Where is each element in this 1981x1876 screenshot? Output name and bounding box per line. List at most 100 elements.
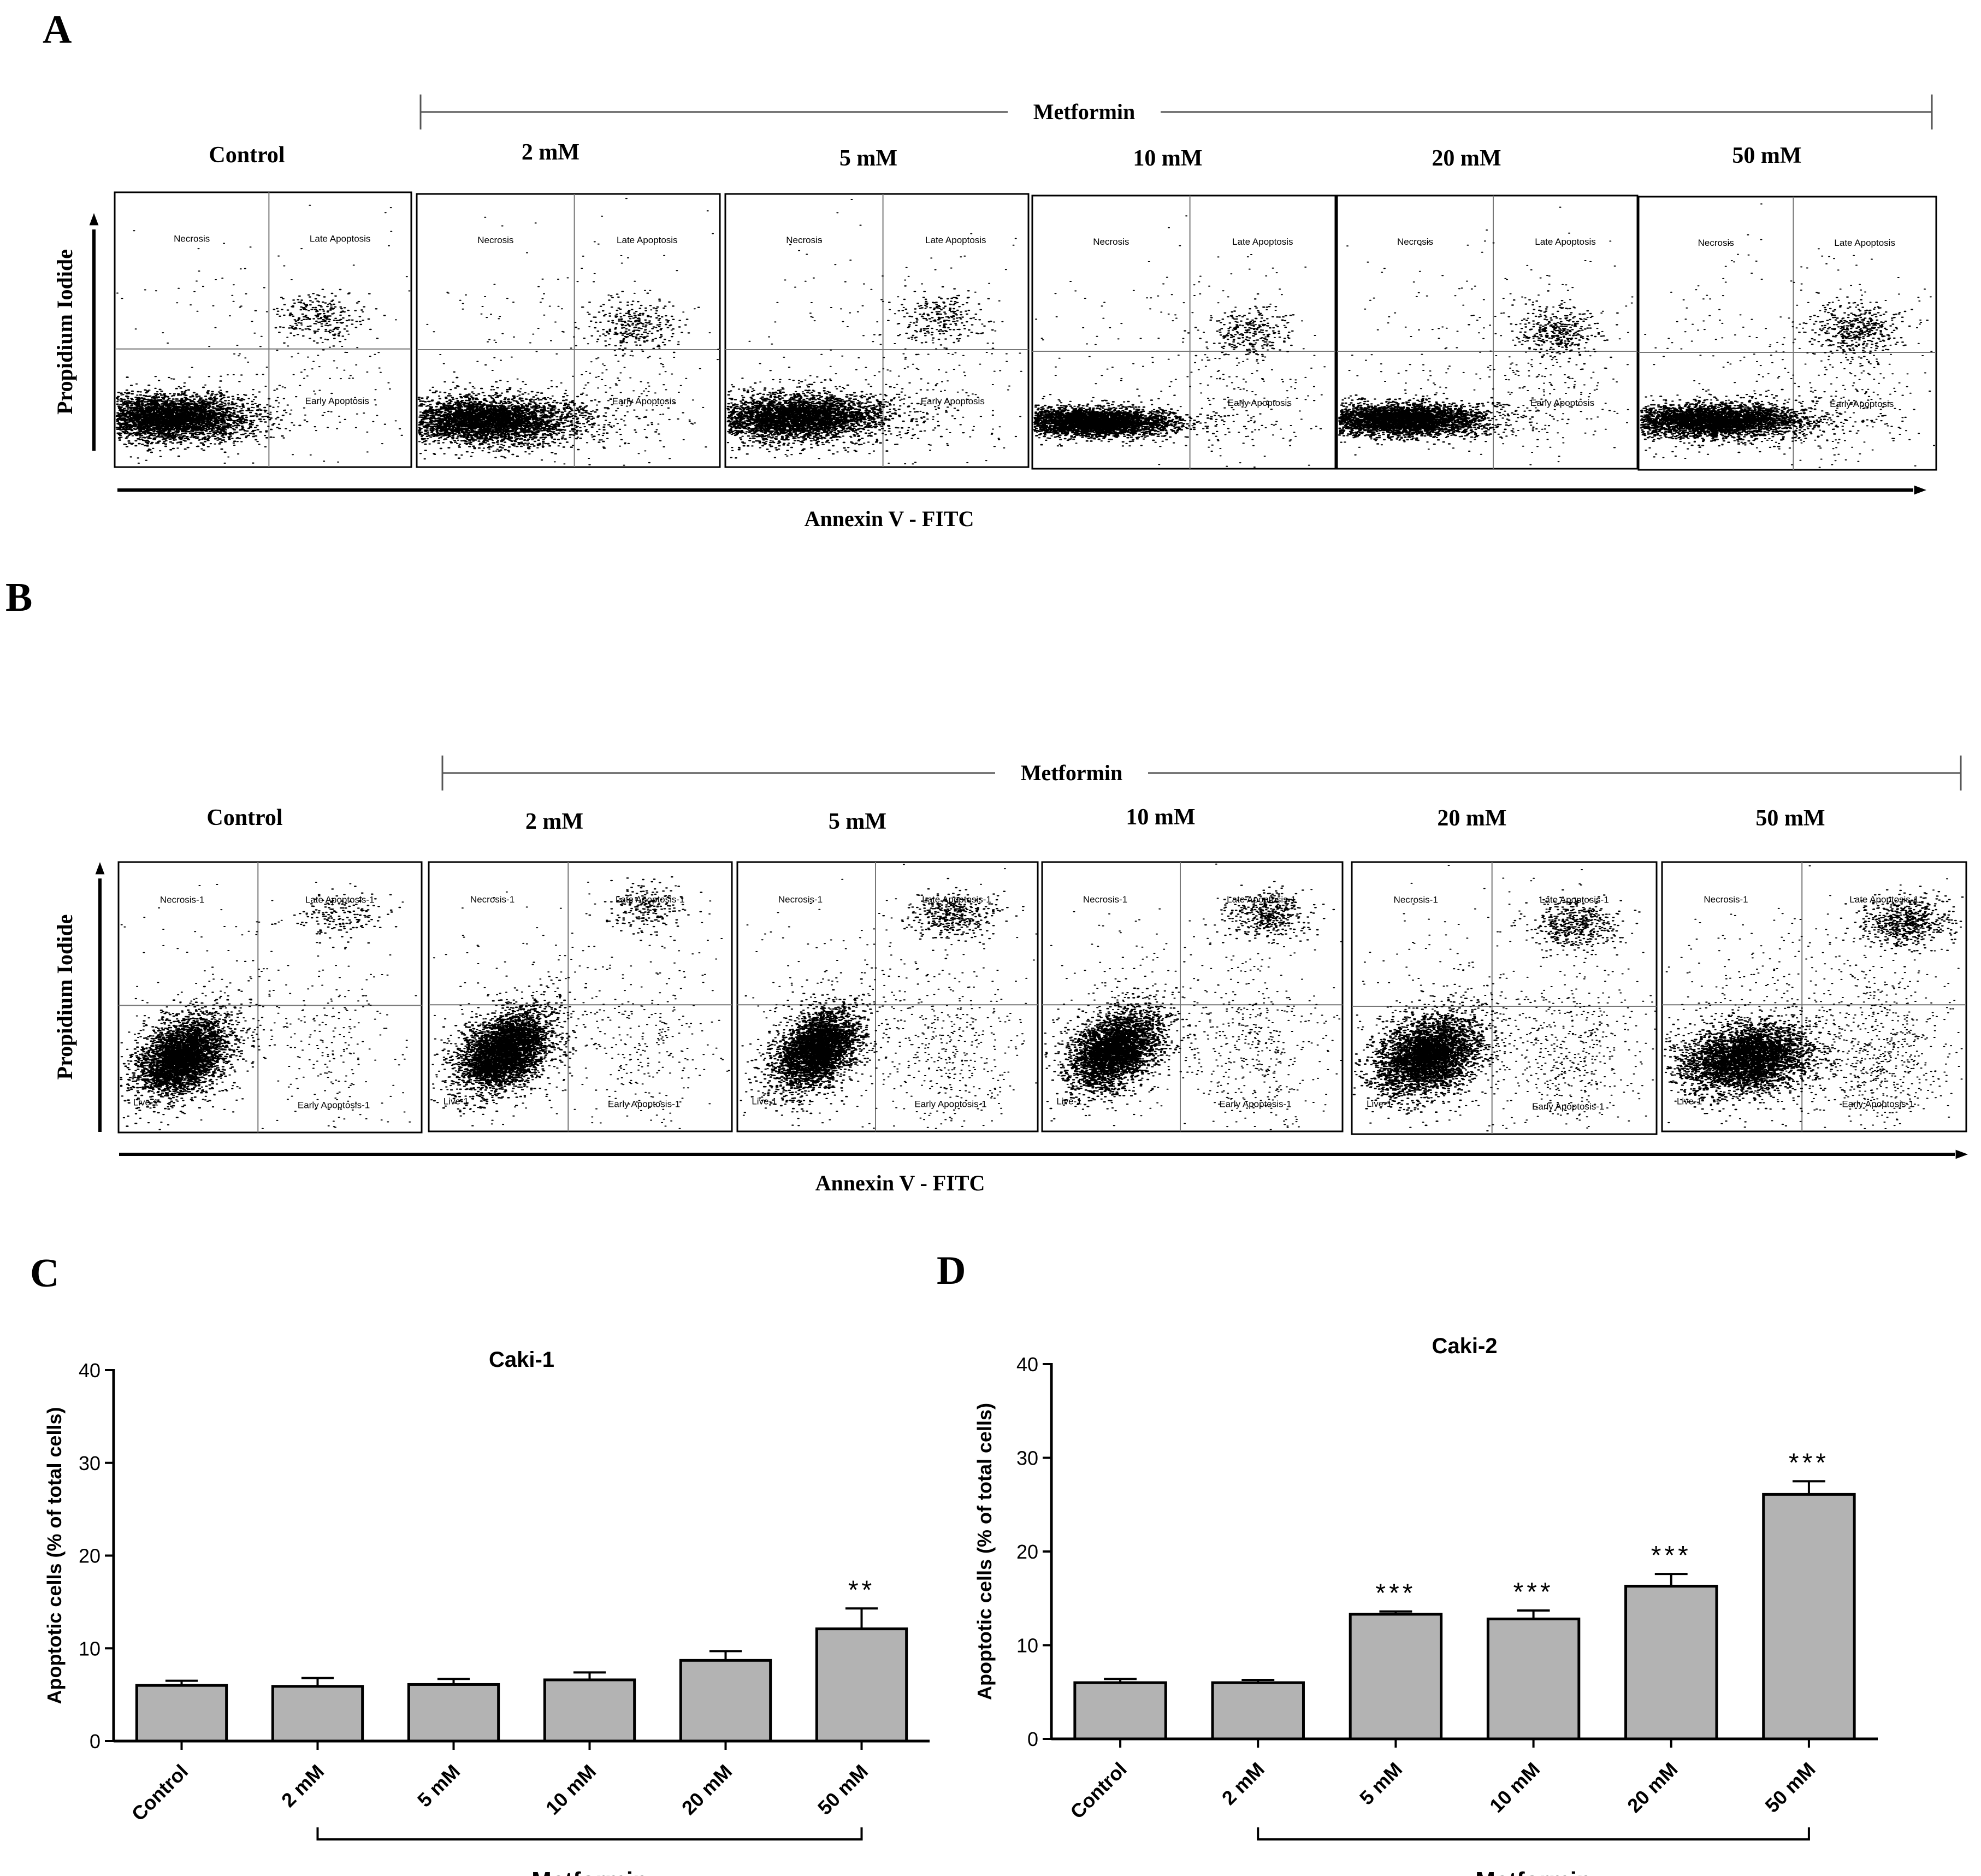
event-dots xyxy=(1050,863,1343,1127)
x-axis-arrowhead xyxy=(1955,1149,1968,1159)
event-dots xyxy=(271,886,401,948)
event-dots xyxy=(120,960,292,1130)
quadrant-label-late-apoptosis: Late Apoptosis-1 xyxy=(1227,894,1296,905)
event-dots xyxy=(1184,293,1295,380)
y-tick-label: 0 xyxy=(1027,1728,1038,1750)
event-dots xyxy=(726,379,960,455)
condition-label: 2 mM xyxy=(525,809,583,834)
event-dots xyxy=(116,204,411,458)
significance-marker: ** xyxy=(848,1576,875,1604)
event-dots xyxy=(1353,961,1601,1132)
event-dots xyxy=(1771,302,1935,467)
quadrant-label-early-apoptosis: Early Apoptosis xyxy=(1530,398,1594,408)
bar-50-mm xyxy=(815,1627,908,1743)
metformin-group-label: Metformin xyxy=(531,1867,648,1876)
event-dots xyxy=(879,285,995,356)
y-tick-label: 0 xyxy=(90,1730,100,1753)
quadrant-label-early-apoptosis: Early Apoptosis xyxy=(1228,398,1292,408)
event-dots xyxy=(418,364,707,465)
x-tick-label: 2 mM xyxy=(277,1760,328,1812)
quadrant-label-early-apoptosis: Early Apoptosis xyxy=(921,396,985,406)
bar-50-mm xyxy=(1762,1492,1856,1741)
quadrant-label-live: Live-1 xyxy=(752,1096,777,1107)
event-dots xyxy=(1357,865,1657,1129)
y-axis-label: Propidium Iodide xyxy=(52,249,77,415)
metformin-bracket xyxy=(316,1827,863,1840)
bar-2-mm xyxy=(1211,1681,1305,1741)
y-tick-label: 20 xyxy=(79,1545,100,1567)
metformin-group-label: Metformin xyxy=(1033,99,1136,124)
y-tick-label: 30 xyxy=(1016,1447,1038,1470)
event-dots xyxy=(1469,944,1654,1129)
quadrant-label-necrosis: Necrosis xyxy=(477,235,513,245)
plot-frame xyxy=(428,861,733,1132)
quadrant-label-necrosis: Necrosis xyxy=(1397,237,1433,247)
event-dots xyxy=(426,198,720,463)
y-axis-arrowhead xyxy=(89,213,99,226)
condition-label: 50 mM xyxy=(1732,143,1801,168)
bar-20-mm xyxy=(679,1659,772,1743)
quadrant-label-early-apoptosis: Early Apoptosis-1 xyxy=(298,1100,370,1110)
chart-title: Caki-1 xyxy=(489,1348,554,1372)
event-dots xyxy=(1840,886,1964,968)
quadrant-label-late-apoptosis: Late Apoptosis-1 xyxy=(1540,895,1609,905)
x-axis-arrowhead xyxy=(1914,485,1926,495)
quadrant-label-necrosis: Necrosis-1 xyxy=(778,894,823,905)
y-tick-label: 10 xyxy=(79,1637,100,1660)
significance-marker: *** xyxy=(1651,1541,1692,1570)
event-dots xyxy=(726,358,1018,463)
quadrant-label-necrosis: Necrosis xyxy=(1093,237,1129,247)
quadrant-label-necrosis: Necrosis-1 xyxy=(160,894,204,905)
quadrant-label-necrosis: Necrosis xyxy=(786,235,822,245)
metformin-group-label: Metformin xyxy=(1021,760,1123,785)
x-axis-label: Annexin V - FITC xyxy=(805,506,974,531)
bar-2-mm xyxy=(271,1685,364,1743)
x-axis-label: Annexin V - FITC xyxy=(815,1171,985,1195)
event-dots xyxy=(748,199,1022,464)
event-dots xyxy=(742,864,1038,1129)
event-dots xyxy=(1346,207,1634,450)
y-axis-label: Apoptotic cells (% of total cells) xyxy=(43,1407,66,1704)
quadrant-label-early-apoptosis: Early Apoptosis xyxy=(1830,399,1894,409)
significance-marker: *** xyxy=(1789,1448,1829,1477)
y-tick-label: 40 xyxy=(79,1359,100,1382)
x-tick-label: 5 mM xyxy=(1355,1758,1406,1809)
y-axis-arrowhead xyxy=(95,862,105,875)
event-dots xyxy=(1790,937,1963,1129)
condition-label: 50 mM xyxy=(1755,806,1825,831)
event-dots xyxy=(1644,203,1933,468)
event-dots xyxy=(1640,380,1931,458)
x-tick-label: 2 mM xyxy=(1217,1758,1269,1809)
quadrant-label-early-apoptosis: Early Apoptosis-1 xyxy=(608,1099,680,1110)
event-dots xyxy=(855,291,1021,465)
quadrant-label-late-apoptosis: Late Apoptosis xyxy=(925,235,986,245)
panel-letter-c: C xyxy=(30,1251,59,1296)
bar-control xyxy=(135,1684,228,1743)
chart-title: Caki-2 xyxy=(1432,1334,1497,1358)
x-tick-label: 50 mM xyxy=(1760,1758,1819,1817)
metformin-group-label: Metformin xyxy=(1475,1867,1592,1876)
event-dots xyxy=(740,967,921,1126)
bar-chart-c: C Caki-1 0 10 20 30 40 Apoptotic cells (% of to… xyxy=(30,1251,930,1876)
quadrant-label-early-apoptosis: Early Apoptosis-1 xyxy=(914,1099,986,1110)
event-dots xyxy=(1175,907,1343,1130)
event-dots xyxy=(563,255,705,466)
x-tick-label: Control xyxy=(127,1760,192,1825)
quadrant-label-live: Live-1 xyxy=(1056,1096,1081,1107)
condition-label: Control xyxy=(206,805,282,830)
scatter-plot-b-4: 20 mM Necrosis-1 Late Apoptosis-1 Early Apo… xyxy=(1351,806,1658,1135)
quadrant-label-late-apoptosis: Late Apoptosis xyxy=(1232,237,1293,247)
significance-marker: *** xyxy=(1513,1578,1554,1607)
quadrant-label-necrosis: Necrosis-1 xyxy=(1083,894,1127,905)
condition-label: 5 mM xyxy=(839,146,897,171)
quadrant-label-necrosis: Necrosis-1 xyxy=(1394,895,1438,905)
y-axis-label: Propidium Iodide xyxy=(52,915,77,1080)
y-tick-label: 20 xyxy=(1016,1541,1038,1563)
event-dots xyxy=(588,876,703,941)
quadrant-label-late-apoptosis: Late Apoptosis xyxy=(1834,238,1895,248)
quadrant-label-early-apoptosis: Early Apoptosis-1 xyxy=(1219,1099,1291,1110)
x-tick-label: 20 mM xyxy=(677,1760,736,1819)
event-dots xyxy=(1798,292,1929,367)
y-tick-label: 30 xyxy=(79,1452,100,1474)
panel-letter-d: D xyxy=(937,1248,966,1293)
